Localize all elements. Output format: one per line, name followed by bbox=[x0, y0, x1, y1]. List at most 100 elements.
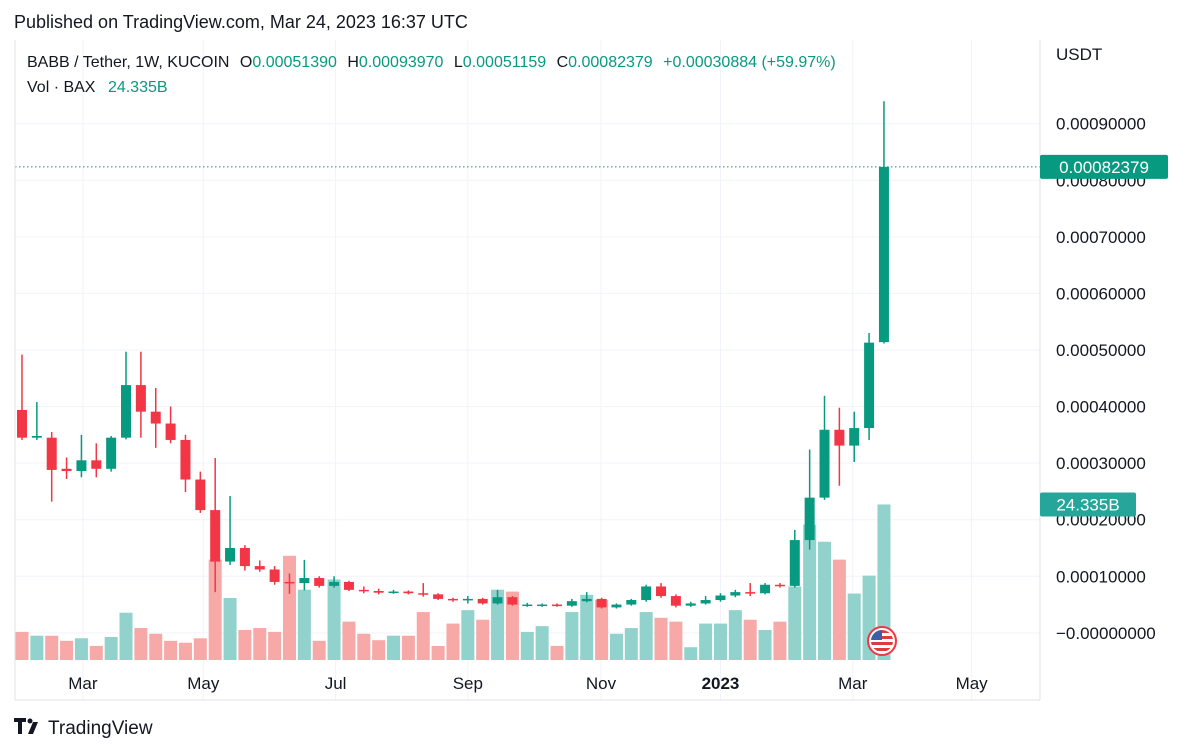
brand-name: TradingView bbox=[48, 718, 153, 739]
volume-bar bbox=[654, 617, 668, 660]
volume-bar bbox=[268, 631, 282, 660]
candle-body bbox=[373, 590, 384, 593]
candle-body bbox=[552, 604, 563, 607]
unit-label: USDT bbox=[1056, 45, 1102, 64]
y-tick-label: 0.00010000 bbox=[1056, 567, 1146, 586]
candle-body bbox=[403, 591, 414, 594]
x-tick-label: May bbox=[956, 674, 989, 693]
volume-bar bbox=[491, 589, 505, 660]
legend-value: 0.00082379 bbox=[568, 54, 653, 71]
volume-tag-label: 24.335B bbox=[1056, 495, 1119, 514]
volume-bar bbox=[282, 555, 296, 660]
candle-body bbox=[566, 601, 577, 606]
volume-bar bbox=[223, 598, 237, 660]
volume-bar bbox=[30, 635, 44, 660]
volume-bar bbox=[387, 635, 401, 660]
candle-body bbox=[700, 600, 711, 604]
volume-bar bbox=[609, 633, 623, 660]
volume-bar bbox=[595, 599, 609, 660]
volume-bar bbox=[45, 635, 59, 660]
volume-bar bbox=[505, 591, 519, 660]
volume-name: Vol · BAX bbox=[27, 79, 96, 96]
candle-body bbox=[819, 429, 830, 498]
volume-bar bbox=[565, 612, 579, 660]
candle-body bbox=[31, 435, 42, 438]
volume-bar bbox=[431, 645, 445, 660]
volume-bar bbox=[773, 621, 787, 660]
legend-value: 0.00093970 bbox=[359, 54, 444, 71]
volume-bar bbox=[728, 610, 742, 660]
candle-body bbox=[433, 594, 444, 599]
volume-bar bbox=[461, 610, 475, 660]
volume-bar bbox=[446, 623, 460, 660]
volume-bar bbox=[669, 621, 683, 660]
candle-body bbox=[329, 581, 340, 586]
y-tick-label: 0.00090000 bbox=[1056, 115, 1146, 134]
volume-bar bbox=[74, 638, 88, 660]
candle-body bbox=[195, 479, 206, 511]
candle-body bbox=[611, 604, 622, 608]
volume-bar bbox=[743, 619, 757, 660]
legend-key: L bbox=[454, 54, 463, 71]
volume-value: 24.335B bbox=[108, 79, 168, 96]
volume-bar bbox=[416, 612, 430, 660]
candle-body bbox=[537, 604, 548, 607]
volume-bar bbox=[624, 628, 638, 660]
x-tick-label: Sep bbox=[453, 674, 483, 693]
candle-body bbox=[46, 437, 57, 470]
candle-body bbox=[91, 460, 102, 469]
candle-body bbox=[61, 468, 72, 472]
x-tick-label: 2023 bbox=[702, 674, 740, 693]
candle-body bbox=[670, 596, 681, 606]
candle-body bbox=[522, 604, 533, 607]
volume-bar bbox=[164, 640, 178, 660]
legend-value: 0.00051390 bbox=[252, 54, 337, 71]
candle-body bbox=[165, 423, 176, 440]
candle-body bbox=[343, 581, 354, 590]
volume-bar bbox=[520, 631, 534, 660]
candle-body bbox=[849, 428, 860, 446]
last-price-label: 0.00082379 bbox=[1059, 158, 1149, 177]
legend-change: +0.00030884 bbox=[663, 54, 757, 71]
volume-bar bbox=[580, 594, 594, 660]
candle-body bbox=[210, 510, 221, 562]
x-tick-label: Nov bbox=[586, 674, 617, 693]
candle-body bbox=[135, 385, 146, 412]
candle-body bbox=[358, 589, 369, 592]
candle-body bbox=[834, 429, 845, 446]
volume-bar bbox=[535, 626, 549, 660]
volume-bar bbox=[238, 629, 252, 660]
candle-body bbox=[507, 597, 518, 605]
candle-body bbox=[730, 592, 741, 596]
candle-body bbox=[774, 584, 785, 587]
volume-bar bbox=[15, 631, 29, 660]
last-price-tag bbox=[1040, 154, 1168, 179]
volume-bar bbox=[639, 612, 653, 660]
brand-logo bbox=[14, 718, 38, 734]
volume-bar bbox=[60, 640, 74, 660]
candle-body bbox=[106, 437, 117, 469]
legend-line: BABB / Tether, 1W, KUCOIN O0.00051390 H0… bbox=[27, 54, 836, 71]
candle-body bbox=[596, 598, 607, 608]
volume-bar bbox=[312, 640, 326, 660]
candle-body bbox=[269, 569, 280, 582]
volume-tag bbox=[1040, 492, 1136, 517]
candle-body bbox=[388, 591, 399, 594]
x-tick-label: Jul bbox=[325, 674, 347, 693]
candle-body bbox=[462, 598, 473, 601]
legend-key: O bbox=[240, 54, 252, 71]
candle-body bbox=[447, 598, 458, 601]
candle-body bbox=[121, 385, 132, 438]
volume-bar bbox=[476, 619, 490, 660]
volume-bar bbox=[699, 623, 713, 660]
candle-body bbox=[239, 547, 250, 567]
volume-bar bbox=[208, 559, 222, 660]
volume-bar bbox=[149, 633, 163, 660]
candle-body bbox=[745, 592, 756, 594]
volume-bar bbox=[372, 640, 386, 660]
candle-body bbox=[180, 439, 191, 480]
volume-bar bbox=[758, 629, 772, 660]
volume-bar bbox=[119, 612, 133, 660]
volume-bar bbox=[818, 541, 832, 660]
